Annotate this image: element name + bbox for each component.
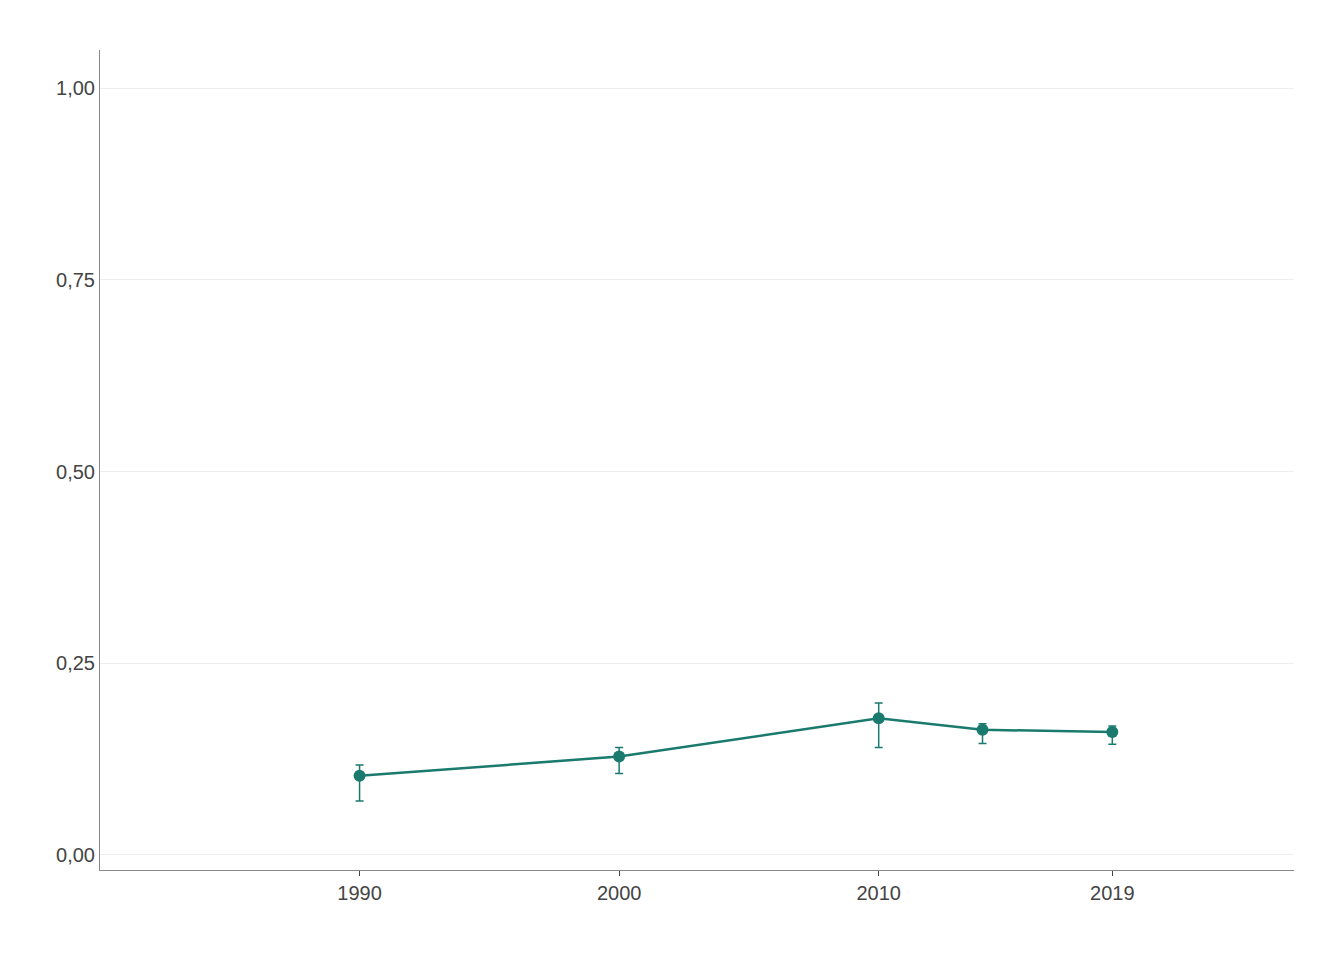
svg-text:2010: 2010 xyxy=(856,882,901,904)
svg-text:1990: 1990 xyxy=(337,882,382,904)
svg-text:2019: 2019 xyxy=(1090,882,1135,904)
svg-text:0,00: 0,00 xyxy=(56,844,95,866)
svg-text:2000: 2000 xyxy=(597,882,642,904)
svg-text:0,50: 0,50 xyxy=(56,461,95,483)
svg-text:0,25: 0,25 xyxy=(56,652,95,674)
svg-text:1,00: 1,00 xyxy=(56,77,95,99)
svg-text:0,75: 0,75 xyxy=(56,269,95,291)
